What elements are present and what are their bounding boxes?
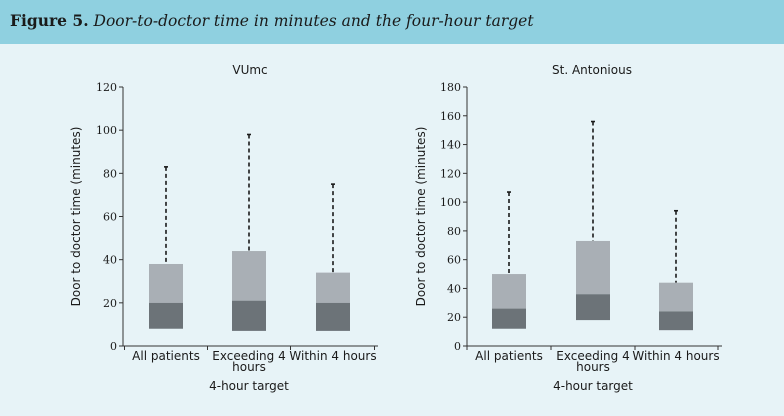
- box-2: [576, 120, 610, 321]
- box-upper-segment: [149, 263, 183, 303]
- y-tick-label: 180: [440, 81, 461, 94]
- figure-caption: Door-to-doctor time in minutes and the f…: [93, 12, 534, 30]
- y-tick-label: 100: [96, 124, 117, 137]
- box-2: [232, 133, 266, 331]
- charts-canvas: VUmc 0 20 40 60 80 100 120 Door to doctor time (…: [69, 63, 722, 393]
- y-tick-label: 40: [103, 254, 117, 267]
- category-label: Exceeding 4 hours: [556, 349, 629, 374]
- figure-label: Figure 5.: [10, 11, 89, 30]
- y-tick-label: 40: [447, 282, 461, 295]
- chart-panel-1: VUmc 0 20 40 60 80 100 120 Door to doctor time (…: [69, 63, 378, 393]
- box-lower-segment: [659, 311, 693, 331]
- box-upper-segment: [232, 251, 266, 301]
- box-upper-segment: [316, 272, 350, 303]
- category-label: All patients: [475, 349, 543, 363]
- box-3: [659, 209, 693, 331]
- box-lower-segment: [576, 294, 610, 321]
- box-lower-segment: [149, 302, 183, 329]
- y-tick-label: 20: [103, 297, 117, 310]
- category-label: Within 4 hours: [632, 349, 719, 363]
- box-upper-segment: [659, 282, 693, 312]
- y-axis-title: Door to doctor time (minutes): [69, 127, 83, 307]
- y-tick-label: 120: [440, 167, 461, 180]
- figure-title: Figure 5. Door-to-doctor time in minutes…: [10, 11, 534, 30]
- y-tick-label: 0: [454, 340, 461, 353]
- box-lower-segment: [232, 300, 266, 331]
- y-tick-label: 80: [103, 167, 117, 180]
- y-tick-label: 0: [110, 340, 117, 353]
- category-label: Exceeding 4 hours: [212, 349, 285, 374]
- panel-title: VUmc: [232, 63, 267, 77]
- box-1: [492, 191, 526, 329]
- box-upper-segment: [492, 274, 526, 309]
- category-label: Within 4 hours: [289, 349, 376, 363]
- chart-panel-2: St. Antonious 0 20 40 60 80 100 120 140 160 180 Doo…: [414, 63, 722, 393]
- x-axis-title: 4-hour target: [553, 379, 633, 393]
- y-tick-label: 80: [447, 225, 461, 238]
- figure-title-bar: Figure 5. Door-to-doctor time in minutes…: [0, 0, 784, 44]
- panel-title: St. Antonious: [552, 63, 632, 77]
- y-tick-label: 60: [447, 254, 461, 267]
- box-3: [316, 183, 350, 331]
- box-1: [149, 166, 183, 329]
- box-upper-segment: [576, 240, 610, 295]
- y-tick-label: 160: [440, 110, 461, 123]
- y-tick-label: 20: [447, 311, 461, 324]
- y-axis-title: Door to doctor time (minutes): [414, 127, 428, 307]
- box-lower-segment: [492, 308, 526, 329]
- x-axis-title: 4-hour target: [209, 379, 289, 393]
- y-tick-label: 140: [440, 139, 461, 152]
- y-tick-label: 120: [96, 81, 117, 94]
- box-lower-segment: [316, 302, 350, 331]
- y-tick-label: 100: [440, 196, 461, 209]
- y-tick-label: 60: [103, 211, 117, 224]
- category-label: All patients: [132, 349, 200, 363]
